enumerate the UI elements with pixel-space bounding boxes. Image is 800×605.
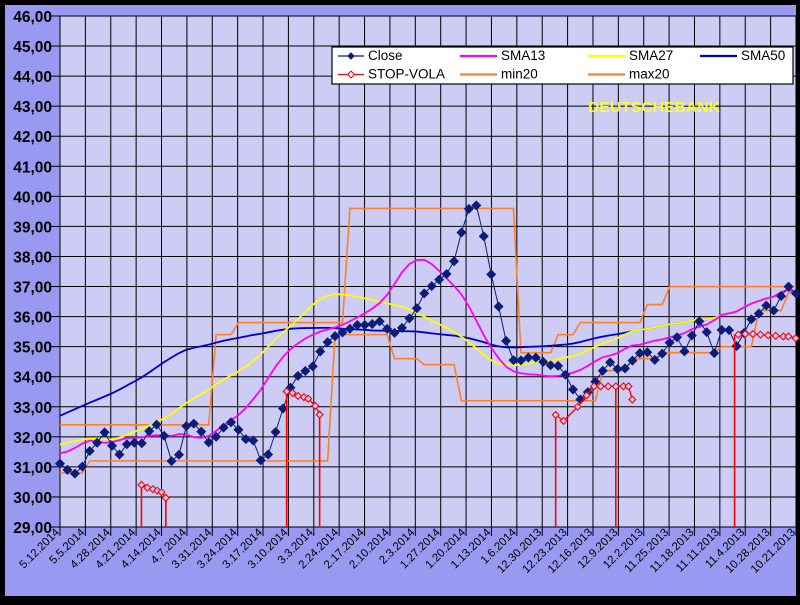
svg-text:max20: max20 [629,67,670,82]
svg-text:35,00: 35,00 [13,340,52,357]
svg-text:32,00: 32,00 [13,430,52,447]
svg-text:40,00: 40,00 [13,189,52,206]
svg-text:SMA13: SMA13 [501,48,545,63]
svg-text:30,00: 30,00 [13,490,52,507]
svg-text:46,00: 46,00 [13,9,52,26]
svg-text:34,00: 34,00 [13,370,52,387]
svg-text:DEUTSCHEBANK: DEUTSCHEBANK [588,99,720,116]
svg-text:SMA27: SMA27 [629,48,673,63]
svg-text:45,00: 45,00 [13,39,52,56]
svg-text:42,00: 42,00 [13,129,52,146]
svg-text:41,00: 41,00 [13,159,52,176]
svg-text:44,00: 44,00 [13,69,52,86]
svg-text:Close: Close [368,48,403,63]
svg-text:31,00: 31,00 [13,460,52,477]
svg-text:38,00: 38,00 [13,250,52,267]
svg-text:33,00: 33,00 [13,400,52,417]
svg-text:SMA50: SMA50 [741,48,785,63]
svg-text:STOP-VOLA: STOP-VOLA [368,67,445,82]
svg-text:37,00: 37,00 [13,280,52,297]
svg-text:min20: min20 [501,67,538,82]
svg-text:36,00: 36,00 [13,310,52,327]
svg-text:39,00: 39,00 [13,219,52,236]
svg-text:43,00: 43,00 [13,99,52,116]
